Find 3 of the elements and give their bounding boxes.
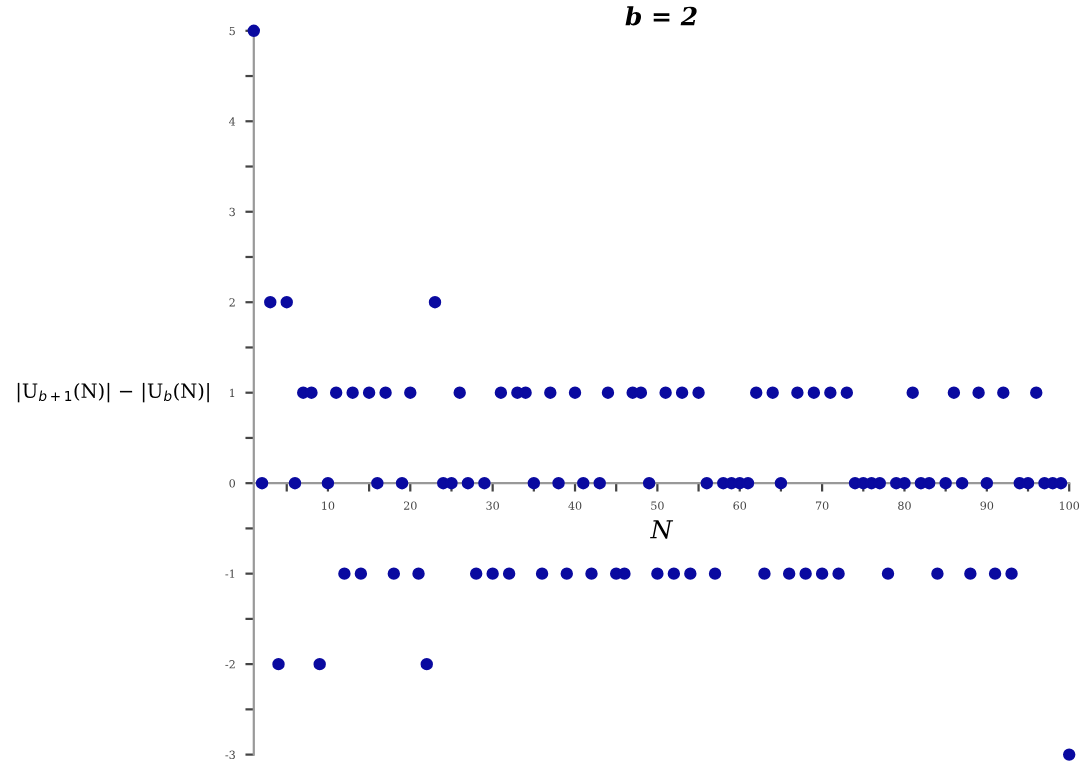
y-axis-title: |U$_{b+1}$(N)| − |U$_{b}$(N)| [17,382,209,403]
chart-title: b = 2 [625,6,697,26]
x-axis-title: N [650,520,674,539]
